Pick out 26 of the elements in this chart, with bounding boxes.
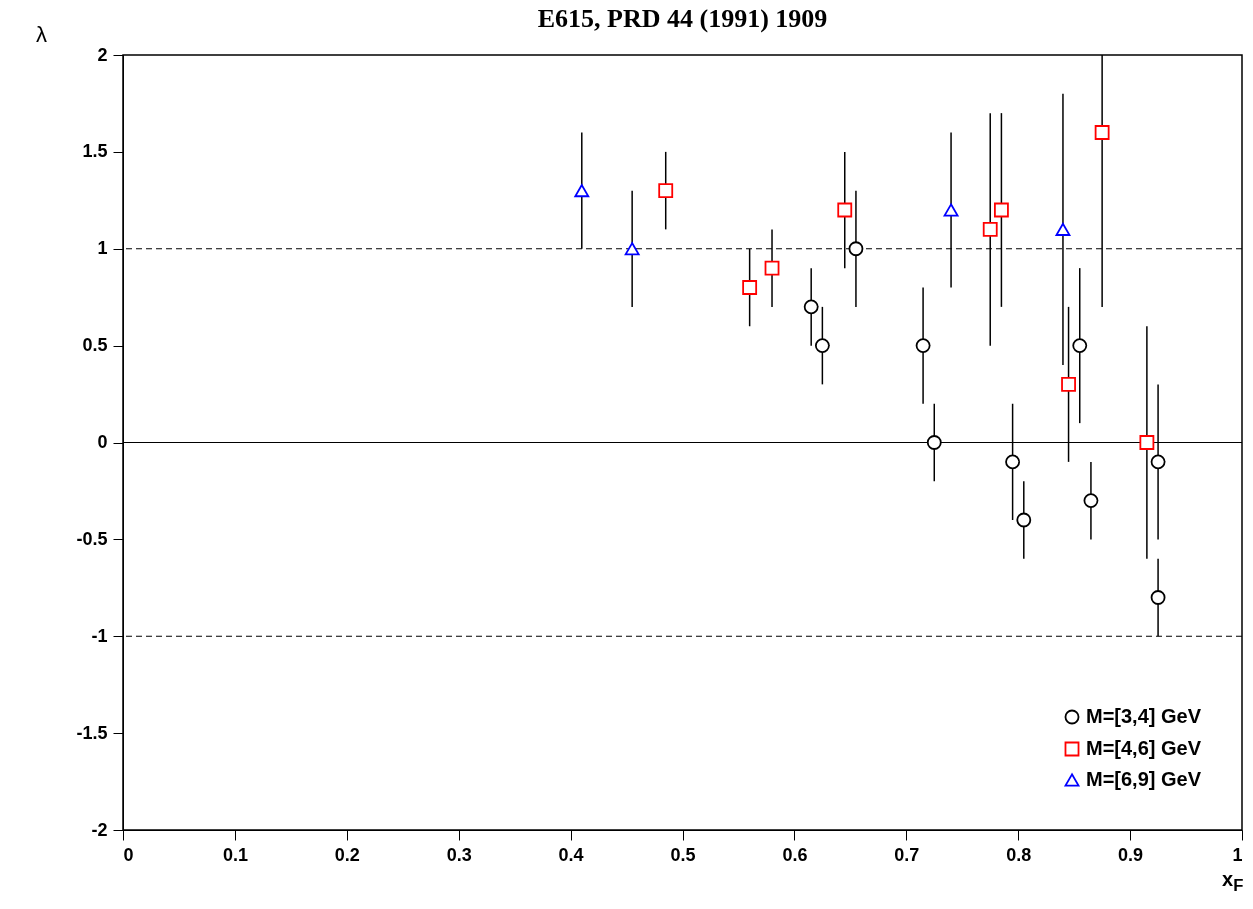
y-tick-label: -1 (91, 625, 108, 646)
x-tick-label: 0.7 (894, 844, 920, 865)
x-axis-title: x$_{F}$ (1222, 868, 1244, 896)
x-tick-label: 0.6 (782, 844, 808, 865)
y-axis-title: λ (36, 22, 47, 48)
x-tick-label: 1 (1232, 844, 1243, 865)
x-tick-label: 0.9 (1118, 844, 1144, 865)
x-tick-label: 0.2 (334, 844, 360, 865)
x-tick-label: 0.1 (222, 844, 248, 865)
y-tick-label: 1.5 (82, 141, 108, 162)
x-tick-label: 0.3 (446, 844, 472, 865)
y-tick-label: -1.5 (76, 722, 108, 743)
y-tick-label: 0.5 (82, 335, 108, 356)
y-tick-label: 0 (97, 432, 108, 452)
x-tick-label: 0.4 (558, 844, 584, 865)
x-tick-label: 0.8 (1006, 844, 1032, 865)
legend-label: M=[4,6] GeV (1086, 737, 1202, 759)
y-tick-label: -0.5 (76, 528, 108, 549)
y-tick-label: 1 (97, 238, 108, 259)
legend-label: M=[6,9] GeV (1086, 768, 1202, 790)
y-tick-label: 2 (97, 44, 108, 65)
x-tick-label: 0 (123, 844, 134, 865)
chart-title: E615, PRD 44 (1991) 1909 (537, 4, 828, 33)
y-tick-label: -2 (91, 819, 108, 840)
legend-label: M=[3,4] GeV (1086, 705, 1202, 727)
x-tick-label: 0.5 (670, 844, 696, 865)
